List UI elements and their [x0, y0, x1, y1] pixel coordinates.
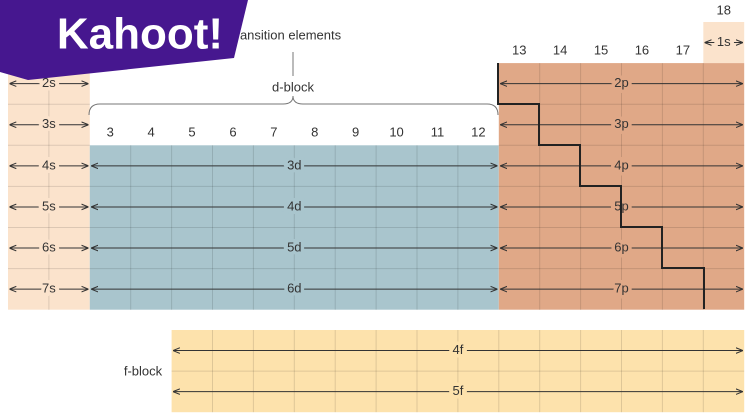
logo: Kahoot!: [57, 10, 223, 59]
d-block-label: d-block: [272, 79, 314, 94]
f-block-label: f-block: [124, 363, 163, 378]
cells: [8, 22, 745, 413]
group-number: 15: [594, 42, 608, 57]
block: [171, 330, 745, 413]
block-label: 6p: [614, 239, 628, 254]
group-number: 11: [431, 124, 445, 139]
labels: 1s2s3s4s5s6s7s1s2p3p4p5p6p7p3d4d5d6d4f5f…: [10, 2, 742, 402]
block-label: 4d: [287, 198, 301, 213]
group-number: 10: [389, 124, 403, 139]
d-block-brace: [88, 95, 499, 116]
block-label: 3d: [287, 157, 301, 172]
group-number: 8: [311, 124, 318, 139]
block-label: 6s: [42, 239, 56, 254]
block-label: 6d: [287, 281, 301, 296]
group-number: 13: [512, 42, 526, 57]
block-label: 1s: [717, 34, 731, 49]
group-number: 17: [676, 42, 690, 57]
metal-boundary: [497, 63, 705, 309]
block: [89, 145, 499, 310]
block-label: 2p: [614, 75, 628, 90]
transition-label: transition elements: [232, 27, 342, 42]
logo-badge: [0, 0, 248, 80]
block-label: 4f: [452, 342, 463, 357]
group-number: 7: [270, 124, 277, 139]
block-label: 7s: [42, 281, 56, 296]
block-label: 4s: [42, 157, 56, 172]
group-number: 6: [229, 124, 236, 139]
block-label: 3s: [42, 116, 56, 131]
block-label: 4p: [614, 157, 628, 172]
block-label: 5f: [452, 383, 463, 398]
block-label: 5d: [287, 239, 301, 254]
group-number: 5: [188, 124, 195, 139]
block-label: 5s: [42, 198, 56, 213]
block: [8, 63, 90, 310]
group-number: 3: [107, 124, 114, 139]
block-label: 3p: [614, 116, 628, 131]
group-number: 9: [352, 124, 359, 139]
block-label: 7p: [614, 281, 628, 296]
group-number: 4: [148, 124, 155, 139]
group-number: 18: [717, 2, 731, 17]
group-number: 14: [553, 42, 567, 57]
group-number: 12: [471, 124, 485, 139]
group-number: 16: [635, 42, 649, 57]
